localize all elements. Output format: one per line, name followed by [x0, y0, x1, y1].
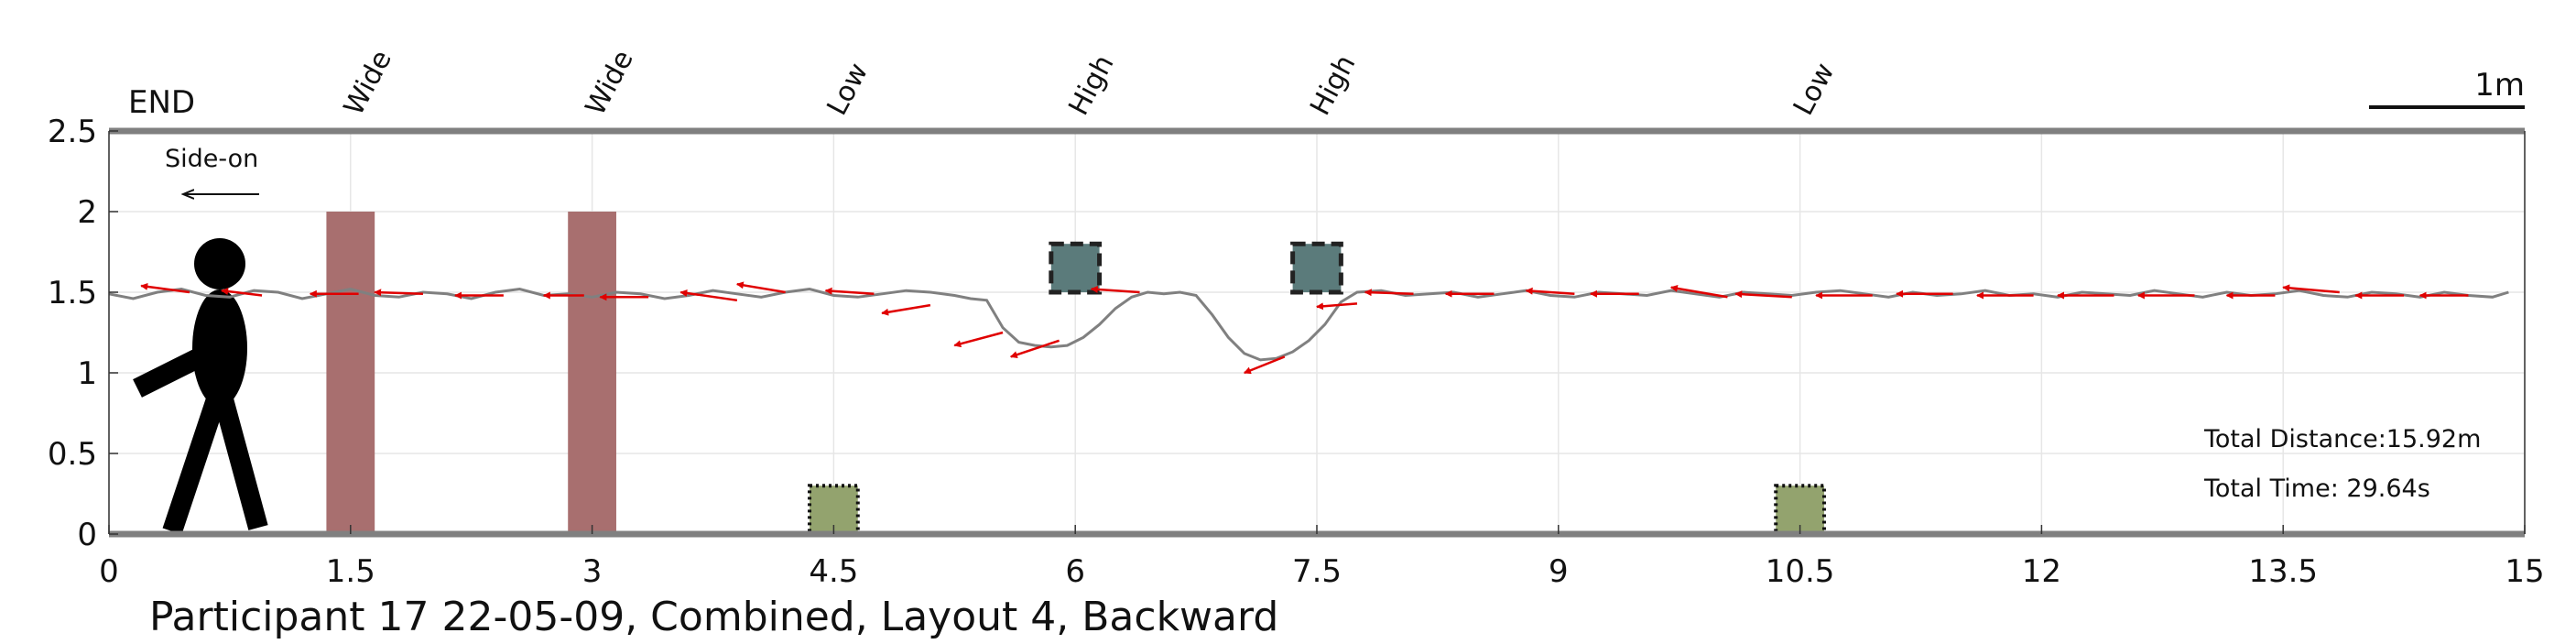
orientation-arrow-11: [953, 331, 1004, 348]
obstacle-label-4: High: [1304, 49, 1362, 120]
obstacles: [326, 212, 1826, 537]
orientation-arrow-20: [1669, 284, 1728, 299]
y-tick-label-3: 1.5: [48, 275, 97, 311]
orientation-arrow-3: [374, 289, 423, 297]
x-tick-label-7: 10.5: [1766, 553, 1835, 590]
x-tick-label-5: 7.5: [1292, 553, 1342, 590]
total-time: Total Time: 29.64s: [2203, 475, 2430, 503]
obstacle-wide-0: [326, 212, 375, 534]
x-tick-label-0: 0: [99, 553, 119, 590]
x-tick-label-3: 4.5: [809, 553, 858, 590]
axes: [108, 127, 2526, 538]
y-tick-label-2: 1: [77, 355, 97, 392]
orientation-arrow-16: [1364, 289, 1414, 297]
series-line-0: [108, 287, 2509, 362]
orientation-arrows: [140, 281, 2469, 375]
orientation-arrow-9: [824, 287, 875, 296]
obstacle-label-2: Low: [821, 58, 875, 121]
obstacle-high-3: [1049, 241, 1103, 295]
total-distance: Total Distance:15.92m: [2203, 425, 2481, 453]
obstacle-label-1: Wide: [580, 45, 640, 121]
obstacle-wide-1: [568, 212, 616, 534]
obstacle-label-5: Low: [1788, 58, 1842, 121]
orientation-arrow-1: [221, 288, 263, 297]
chart-title: Participant 17 22-05-09, Combined, Layou…: [149, 594, 1278, 640]
orientation-arrow-10: [881, 303, 931, 316]
direction-label: Side-on: [165, 145, 258, 173]
obstacle-label-0: Wide: [338, 45, 398, 121]
x-tick-label-8: 12: [2022, 553, 2061, 590]
orientation-arrow-7: [679, 289, 738, 302]
tick-labels: 0 1.5 3 4.5 6 7.5 9 10.5 12 13.5 15 0 0.5 1 1.5 2 2.5: [48, 114, 2545, 590]
x-tick-label-4: 6: [1065, 553, 1085, 590]
end-label: END: [128, 84, 195, 121]
orientation-arrow-14: [1243, 355, 1286, 375]
orientation-arrow-0: [140, 282, 190, 294]
y-tick-label-1: 0.5: [48, 436, 97, 473]
y-tick-label-0: 0: [77, 517, 97, 553]
x-tick-label-1: 1.5: [326, 553, 375, 590]
x-tick-label-10: 15: [2505, 553, 2544, 590]
orientation-arrow-28: [2282, 284, 2340, 294]
x-tick-label-6: 9: [1549, 553, 1569, 590]
scale-bar-label: 1m: [2474, 67, 2525, 104]
trajectory-series: [108, 287, 2509, 362]
obstacle-labels: Wide Wide Low High High Low: [338, 45, 1841, 121]
walker-figure-icon: [133, 238, 268, 535]
x-tick-label-9: 13.5: [2248, 553, 2318, 590]
x-tick-label-2: 3: [582, 553, 603, 590]
orientation-arrow-15: [1316, 302, 1358, 311]
orientation-arrow-13: [1090, 285, 1140, 294]
obstacle-label-3: High: [1062, 49, 1120, 120]
orientation-arrow-18: [1525, 287, 1575, 296]
orientation-arrow-21: [1734, 290, 1792, 299]
y-tick-label-4: 2: [77, 194, 97, 231]
orientation-arrow-12: [1009, 339, 1060, 358]
orientation-arrow-8: [735, 281, 786, 294]
obstacle-high-4: [1290, 241, 1343, 295]
y-tick-label-5: 2.5: [48, 114, 97, 150]
